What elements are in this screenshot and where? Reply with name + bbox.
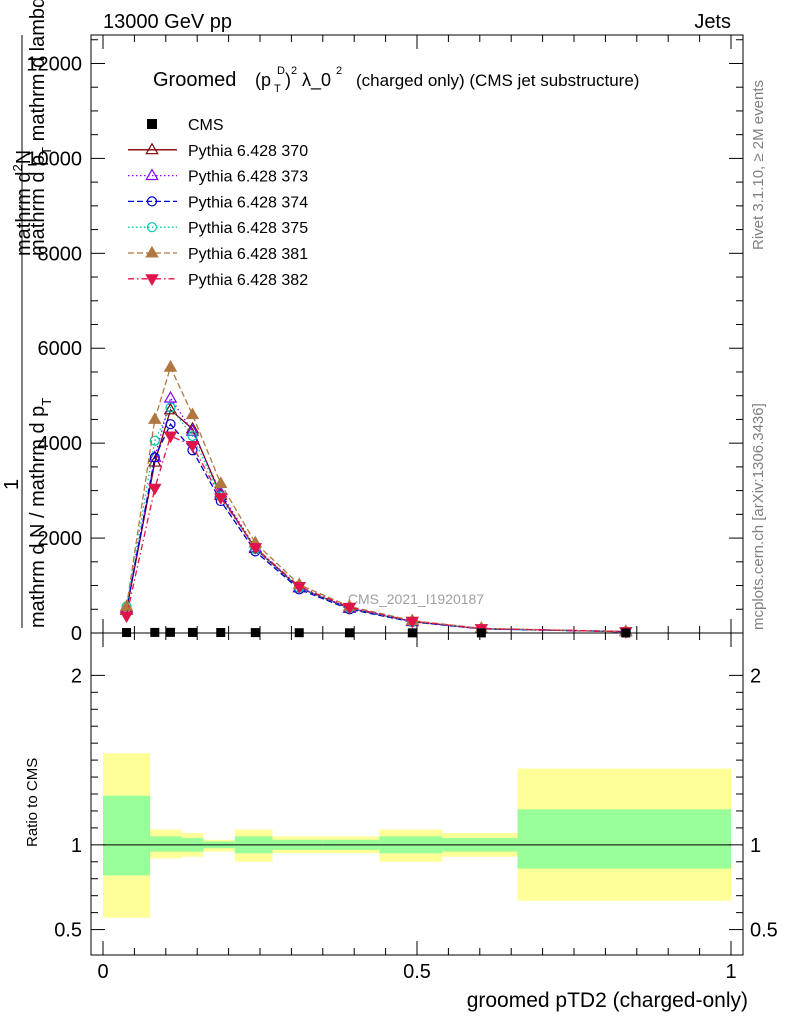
series-point (405, 616, 420, 629)
legend-label: CMS (188, 117, 224, 134)
y-tick-label: 2000 (38, 528, 83, 550)
legend-marker (147, 119, 157, 129)
series-point (214, 493, 228, 505)
series-point (163, 402, 178, 415)
main-y-ticks: 0 2000 4000 6000 8000 10000 12000 (26, 39, 743, 645)
legend-label: Pythia 6.428 382 (188, 272, 308, 289)
main-y-label: mathrm d2N mathrm d pT mathrm d lambda 1… (1, 0, 54, 628)
legend-entry-1: Pythia 6.428 370 (128, 142, 308, 160)
series-point (292, 581, 306, 594)
series-point (248, 543, 263, 555)
mcplots-label: mcplots.cern.ch [arXiv:1306.3436] (750, 403, 767, 630)
title-paren-open: (p (255, 70, 271, 90)
series-point (148, 412, 162, 424)
ylabel-bottom-b: mathrm d N / mathrm d pT (27, 398, 54, 628)
series-point (342, 602, 357, 615)
series-point (119, 599, 134, 611)
ratio-y-tick-label: 1 (71, 835, 82, 857)
ratio-frame (90, 632, 744, 956)
ratio-band-inner (150, 836, 160, 852)
series-point (185, 407, 200, 420)
ylabel-bottom-a: mathrm d pT mathrm d lambda (27, 0, 54, 256)
header-left: 13000 GeV pp (103, 11, 232, 33)
legend-marker (146, 222, 158, 233)
y-tick-label: 4000 (38, 433, 83, 455)
legend: CMS Pythia 6.428 370 Pythia 6.428 373 Pythi… (128, 117, 308, 289)
legend-entry-3: Pythia 6.428 374 (128, 194, 308, 211)
cms-point (187, 627, 197, 637)
legend-marker (145, 142, 159, 155)
series-6 (119, 431, 633, 639)
legend-entry-6: Pythia 6.428 382 (128, 272, 308, 289)
legend-marker (145, 168, 159, 181)
ratio-x-ticks: 0 0.5 1 (97, 633, 737, 983)
main-panel: 0 2000 4000 6000 8000 10000 12000 CMS_2021_I19… (1, 0, 744, 645)
legend-entry-2: Pythia 6.428 373 (128, 168, 308, 186)
y-tick-label: 6000 (38, 338, 83, 360)
y-tick-label: 12000 (26, 53, 82, 75)
main-title: Groomed (p D T ) 2 λ_0 2 (charged only) … (153, 65, 639, 95)
x-tick-label: 0.5 (403, 961, 431, 983)
ratio-panel: 0.5 0.51 12 2 0 0.5 1 Ratio to CMS groomed pT… (24, 632, 778, 1012)
ratio-y-ticks: 0.5 0.5 1 1 2 2 (54, 665, 778, 941)
legend-label: Pythia 6.428 370 (188, 143, 308, 160)
title-sup-2: 2 (291, 65, 297, 77)
series-point (119, 611, 134, 624)
title-post: (charged only) (CMS jet substructure) (356, 71, 639, 90)
legend-entry-4: Pythia 6.428 375 (128, 220, 308, 237)
rivet-label: Rivet 3.1.10, ≥ 2M events (750, 80, 767, 250)
legend-entry-cms: CMS (147, 117, 224, 134)
x-tick-label: 1 (725, 961, 736, 983)
x-axis-label: groomed pTD2 (charged-only) (467, 989, 748, 1012)
ratio-y-tick-label-right: 2 (750, 665, 761, 687)
ratio-y-tick-label: 0.5 (54, 920, 82, 942)
series-point (163, 431, 178, 444)
title-mid: λ_0 (302, 70, 331, 91)
ratio-y-tick-label: 2 (71, 665, 82, 687)
ratio-bands (103, 753, 731, 918)
legend-marker (145, 274, 159, 287)
legend-entry-5: Pythia 6.428 381 (128, 245, 308, 263)
legend-label: Pythia 6.428 381 (188, 246, 308, 263)
title-sup-d: D (277, 65, 285, 77)
series-point (163, 360, 178, 372)
series-point (165, 402, 176, 413)
ratio-y-tick-label-right: 0.5 (750, 920, 778, 942)
cms-point (166, 627, 176, 637)
series-point (149, 452, 160, 463)
legend-label: Pythia 6.428 373 (188, 169, 308, 186)
series-point (214, 476, 228, 488)
series-point (148, 483, 162, 496)
ratio-band-inner (159, 836, 182, 852)
y-tick-label: 0 (71, 623, 82, 645)
header-right: Jets (694, 11, 731, 33)
y-tick-label: 8000 (38, 243, 83, 265)
ratio-band-inner (517, 809, 731, 869)
title-sub-t: T (274, 83, 281, 95)
ratio-y-tick-label-right: 1 (750, 835, 761, 857)
series-line (125, 406, 626, 633)
title-paren-close: ) (285, 70, 291, 90)
legend-marker (146, 196, 158, 207)
legend-label: Pythia 6.428 375 (188, 220, 308, 237)
legend-marker (145, 245, 159, 258)
title-sup-2b: 2 (336, 65, 342, 77)
title-pre: Groomed (153, 69, 236, 91)
series-point (187, 430, 198, 442)
x-tick-label: 0 (97, 961, 108, 983)
ratio-band-inner (103, 795, 151, 876)
cms-point (150, 627, 160, 637)
series-point (149, 435, 160, 446)
series-point (165, 419, 176, 430)
legend-label: Pythia 6.428 374 (188, 194, 308, 211)
watermark: CMS_2021_I1920187 (348, 591, 484, 607)
ylabel-one: 1 (1, 479, 23, 490)
ylabel-top-a: mathrm d2N (10, 150, 35, 256)
ratio-y-label: Ratio to CMS (24, 758, 41, 847)
main-x-ticks (102, 35, 732, 633)
series-point (185, 441, 200, 453)
series-point (163, 390, 178, 403)
y-tick-label: 10000 (26, 148, 82, 170)
